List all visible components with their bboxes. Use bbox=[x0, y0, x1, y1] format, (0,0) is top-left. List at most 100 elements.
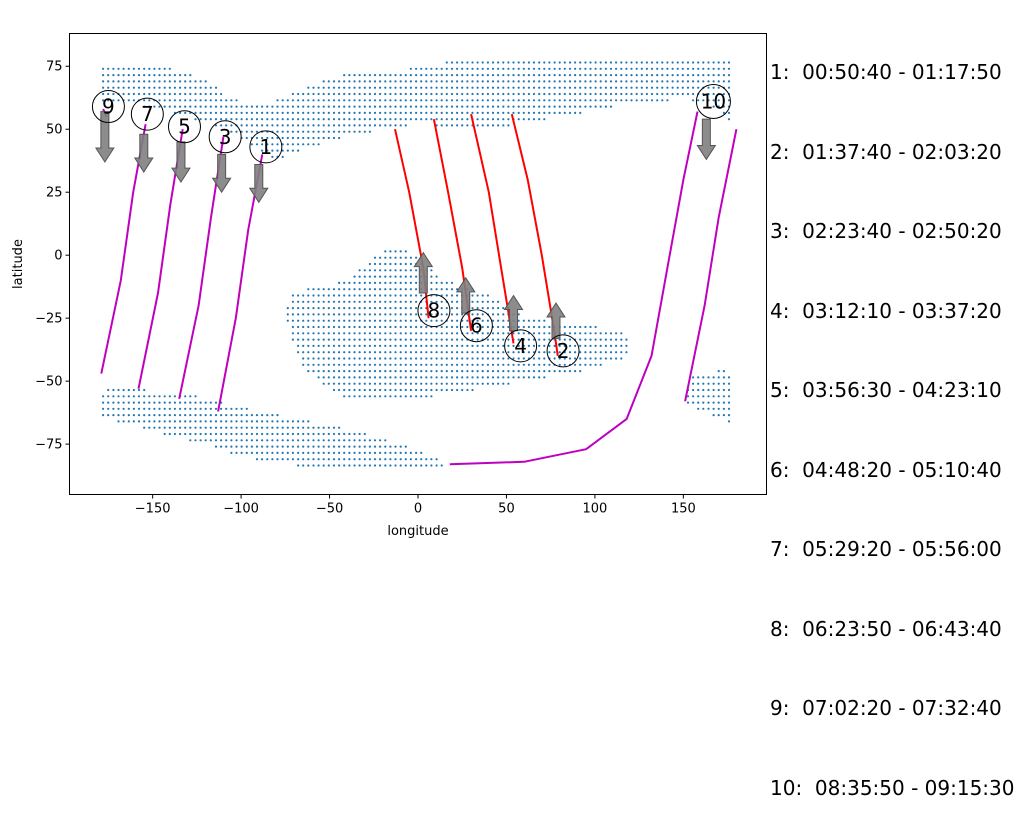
land-dot bbox=[368, 99, 371, 102]
land-dot bbox=[727, 86, 731, 89]
land-dot bbox=[317, 439, 320, 442]
land-dot bbox=[486, 99, 489, 102]
land-dot bbox=[358, 464, 361, 467]
land-dot bbox=[666, 74, 669, 77]
land-dot bbox=[440, 344, 443, 347]
land-dot bbox=[348, 281, 351, 284]
land-dot bbox=[471, 300, 474, 303]
land-dot bbox=[189, 414, 192, 417]
land-dot bbox=[435, 319, 438, 322]
land-dot bbox=[404, 124, 407, 127]
land-dot bbox=[332, 80, 336, 83]
land-dot bbox=[379, 451, 382, 454]
land-dot bbox=[681, 92, 684, 96]
land-dot bbox=[399, 294, 402, 297]
land-dot bbox=[245, 130, 248, 133]
land-dot bbox=[368, 111, 371, 114]
land-dot bbox=[712, 382, 715, 385]
land-dot bbox=[440, 382, 443, 385]
land-dot bbox=[707, 92, 710, 96]
land-dot bbox=[353, 307, 356, 310]
land-dot bbox=[415, 395, 418, 398]
land-dot bbox=[466, 332, 469, 335]
land-dot bbox=[322, 99, 325, 102]
land-dot bbox=[312, 300, 315, 303]
land-dot bbox=[245, 445, 248, 448]
land-dot bbox=[394, 382, 397, 385]
land-dot bbox=[609, 80, 613, 83]
land-dot bbox=[512, 67, 515, 70]
land-dot bbox=[420, 67, 423, 70]
land-dot bbox=[481, 61, 484, 64]
land-dot bbox=[209, 401, 212, 404]
land-dot bbox=[476, 111, 479, 114]
land-dot bbox=[245, 420, 248, 423]
land-dot bbox=[189, 432, 192, 436]
land-dot bbox=[307, 294, 310, 297]
land-dot bbox=[322, 445, 325, 448]
land-dot bbox=[322, 105, 325, 108]
land-dot bbox=[332, 432, 336, 436]
land-dot bbox=[332, 288, 336, 291]
land-dot bbox=[343, 99, 346, 102]
land-dot bbox=[409, 275, 412, 278]
land-dot bbox=[609, 344, 613, 347]
land-dot bbox=[394, 256, 397, 259]
x-tick-label: 100 bbox=[582, 502, 607, 517]
land-dot bbox=[445, 67, 448, 70]
land-dot bbox=[368, 332, 371, 335]
land-dot bbox=[302, 338, 305, 341]
land-dot bbox=[245, 105, 248, 108]
land-dot bbox=[666, 61, 669, 64]
land-dot bbox=[615, 74, 618, 77]
land-dot bbox=[332, 325, 336, 329]
land-dot bbox=[343, 124, 346, 127]
land-dot bbox=[194, 80, 197, 83]
land-dot bbox=[225, 445, 228, 448]
land-dot bbox=[389, 395, 392, 398]
land-dot bbox=[286, 143, 289, 146]
land-dot bbox=[404, 99, 407, 102]
land-dot bbox=[373, 281, 377, 284]
land-dot bbox=[461, 74, 464, 77]
land-dot bbox=[343, 130, 346, 133]
land-dot bbox=[302, 294, 305, 297]
land-dot bbox=[722, 105, 726, 108]
land-dot bbox=[250, 118, 253, 121]
land-dot bbox=[384, 307, 387, 310]
land-dot bbox=[168, 67, 171, 70]
land-dot bbox=[574, 67, 577, 70]
land-dot bbox=[568, 105, 572, 108]
land-dot bbox=[445, 61, 448, 64]
land-dot bbox=[722, 74, 726, 77]
land-dot bbox=[466, 124, 469, 127]
land-dot bbox=[440, 363, 443, 366]
land-dot bbox=[348, 294, 351, 297]
land-dot bbox=[302, 105, 305, 108]
marker-label-10: 10 bbox=[701, 90, 726, 114]
land-dot bbox=[532, 61, 536, 64]
land-dot bbox=[297, 351, 300, 354]
land-dot bbox=[327, 325, 330, 329]
land-dot bbox=[276, 105, 279, 108]
marker-circle-5 bbox=[167, 110, 201, 144]
land-dot bbox=[317, 319, 320, 322]
land-dot bbox=[204, 432, 207, 436]
land-dot bbox=[373, 338, 377, 341]
land-dot bbox=[404, 256, 407, 259]
land-dot bbox=[107, 99, 110, 102]
land-dot bbox=[163, 67, 166, 70]
land-dot bbox=[148, 401, 151, 404]
land-dot bbox=[358, 319, 361, 322]
land-dot bbox=[353, 451, 356, 454]
land-dot bbox=[199, 407, 202, 410]
land-dot bbox=[399, 344, 402, 347]
land-dot bbox=[348, 288, 351, 291]
land-dot bbox=[471, 294, 474, 297]
land-dot bbox=[281, 445, 284, 448]
land-dot bbox=[261, 118, 264, 121]
land-dot bbox=[553, 74, 556, 77]
land-dot bbox=[404, 344, 407, 347]
land-dot bbox=[332, 357, 336, 360]
land-dot bbox=[153, 414, 156, 417]
